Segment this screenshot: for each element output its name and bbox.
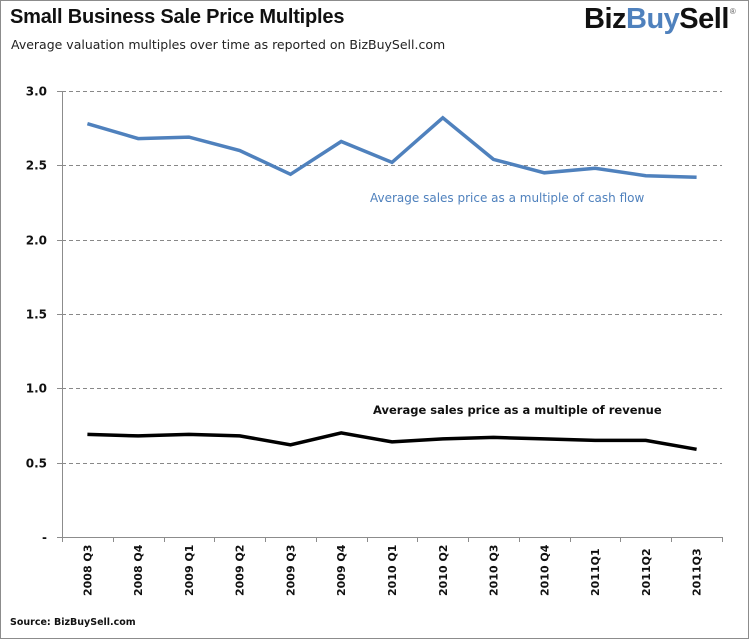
y-tick-label: 1.0 [26, 382, 47, 396]
x-tick-label: 2009 Q1 [183, 545, 196, 596]
annotation-cash-flow: Average sales price as a multiple of cas… [370, 191, 644, 205]
x-tick-label: 2009 Q4 [335, 544, 348, 596]
logo-part-buy: Buy [626, 3, 680, 35]
annotation-revenue: Average sales price as a multiple of rev… [373, 403, 662, 417]
y-tick-label: 1.5 [26, 308, 47, 322]
y-tick-label: 2.0 [26, 234, 47, 248]
y-tick-label: - [42, 531, 47, 545]
logo-part-biz: Biz [584, 3, 627, 35]
axes [62, 91, 722, 538]
source-note: Source: BizBuySell.com [10, 617, 136, 628]
y-tick-label: 3.0 [26, 85, 47, 99]
x-tick-label: 2008 Q4 [132, 544, 145, 596]
x-tick-label: 2010 Q3 [488, 545, 501, 596]
y-tick-label: 2.5 [26, 159, 47, 173]
y-axis-ticks: - 0.5 1.0 1.5 2.0 2.5 3.0 [26, 85, 62, 545]
series-line-revenue [87, 431, 697, 452]
logo-part-sell: Sell [679, 3, 729, 35]
x-tick-label: 2011Q2 [640, 548, 653, 596]
x-tick-label: 2011Q1 [589, 548, 602, 596]
x-tick-label: 2010 Q1 [386, 545, 399, 596]
series-group [86, 115, 697, 452]
y-tick-label: 0.5 [26, 457, 47, 471]
x-tick-label: 2008 Q3 [81, 545, 94, 596]
registered-mark: ® [729, 7, 736, 16]
x-tick-label: 2009 Q3 [284, 545, 297, 596]
series-line-cash-flow [86, 115, 697, 179]
x-tick-label: 2011Q3 [691, 548, 704, 596]
x-tick-label: 2010 Q4 [538, 544, 551, 596]
x-axis-ticks: 2008 Q3 2008 Q4 2009 Q1 2009 Q2 2009 Q3 2009 … [62, 537, 723, 596]
bizbuysell-logo: BizBuySell® [584, 3, 736, 36]
chart-title: Small Business Sale Price Multiples [10, 6, 345, 28]
x-tick-label: 2009 Q2 [234, 545, 247, 596]
x-tick-label: 2010 Q2 [437, 545, 450, 596]
gridlines [62, 91, 722, 464]
chart-subtitle: Average valuation multiples over time as… [11, 37, 446, 52]
